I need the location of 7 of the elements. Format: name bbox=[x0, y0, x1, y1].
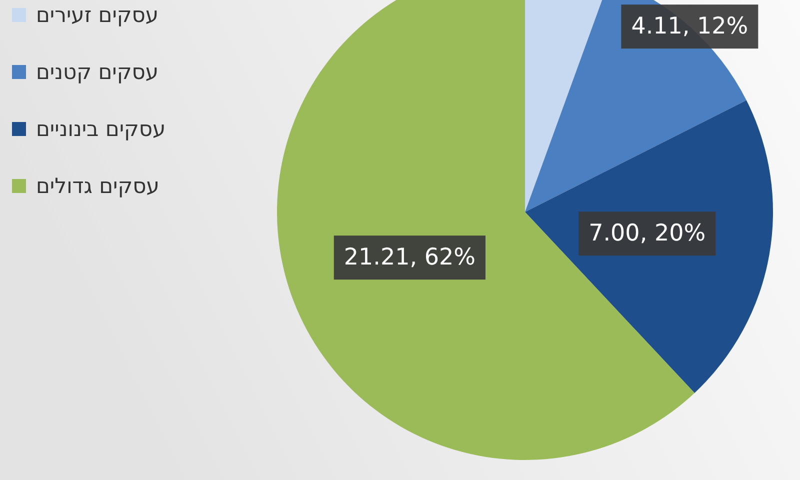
data-label: 21.21, 62% bbox=[344, 244, 476, 271]
legend-label: עסקים בינוניים bbox=[36, 117, 166, 141]
legend-label: עסקים קטנים bbox=[36, 60, 159, 84]
legend-label: עסקים זעירים bbox=[36, 3, 159, 27]
data-label: 4.11, 12% bbox=[631, 14, 748, 40]
legend-label: עסקים גדולים bbox=[36, 174, 160, 198]
data-label: 7.00, 20% bbox=[588, 220, 706, 247]
